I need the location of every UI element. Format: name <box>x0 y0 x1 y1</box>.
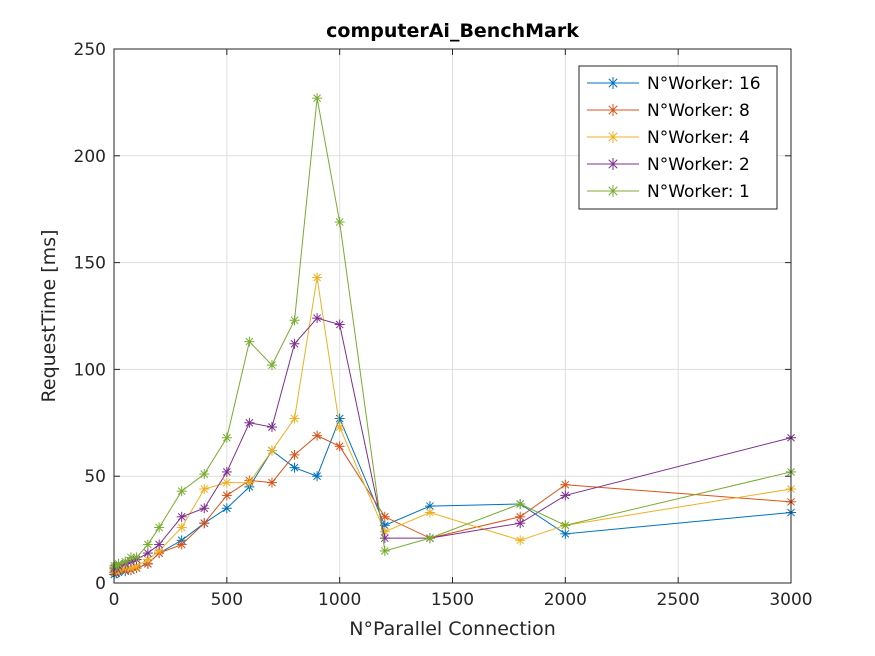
y-tick-label: 100 <box>74 360 106 380</box>
data-point-marker <box>176 511 187 522</box>
legend-marker <box>607 158 619 170</box>
x-axis-label: N°Parallel Connection <box>349 618 556 640</box>
x-tick-label: 1500 <box>431 590 474 610</box>
legend-marker <box>607 77 619 89</box>
data-point-marker <box>424 533 435 544</box>
data-point-marker <box>176 539 187 550</box>
data-point-marker <box>154 522 165 533</box>
data-point-marker <box>113 558 124 569</box>
data-point-marker <box>244 336 255 347</box>
data-point-marker <box>120 556 131 567</box>
data-point-marker <box>379 511 390 522</box>
legend-marker <box>607 185 619 197</box>
data-point-marker <box>312 471 323 482</box>
data-point-marker <box>221 477 232 488</box>
data-point-marker <box>334 441 345 452</box>
x-tick-label: 2000 <box>544 590 587 610</box>
legend-entry: N°Worker: 8 <box>587 101 750 121</box>
legend: N°Worker: 16 N°Worker: 8 N°Worker: 4 N°Work… <box>578 65 778 210</box>
data-point-marker <box>199 484 210 495</box>
chart-title: computerAi_BenchMark <box>326 20 579 42</box>
y-tick-label: 0 <box>95 574 106 594</box>
data-point-marker <box>289 462 300 473</box>
data-point-marker <box>221 466 232 477</box>
data-point-marker <box>221 503 232 514</box>
data-point-marker <box>424 507 435 518</box>
x-tick-label: 2500 <box>657 590 700 610</box>
data-point-marker <box>379 545 390 556</box>
data-point-marker <box>199 518 210 529</box>
x-tick-label: 3000 <box>769 590 812 610</box>
data-point-marker <box>312 313 323 324</box>
data-point-marker <box>515 535 526 546</box>
data-point-marker <box>289 338 300 349</box>
data-point-marker <box>515 518 526 529</box>
data-point-marker <box>312 272 323 283</box>
data-point-marker <box>560 520 571 531</box>
data-point-marker <box>379 533 390 544</box>
legend-entry: N°Worker: 2 <box>587 155 750 175</box>
legend-label: N°Worker: 4 <box>647 128 750 148</box>
data-point-marker <box>334 422 345 433</box>
data-point-marker <box>266 422 277 433</box>
y-axis-label: RequestTime [ms] <box>38 230 60 403</box>
data-point-marker <box>312 430 323 441</box>
y-tick-label: 200 <box>74 147 106 167</box>
data-point-marker <box>560 479 571 490</box>
data-point-marker <box>289 449 300 460</box>
legend-marker <box>607 104 619 116</box>
data-point-marker <box>515 498 526 509</box>
data-point-marker <box>131 552 142 563</box>
y-tick-label: 150 <box>74 254 106 274</box>
legend-entry: N°Worker: 4 <box>587 128 750 148</box>
legend-label: N°Worker: 1 <box>647 182 750 202</box>
legend-marker <box>607 131 619 143</box>
series-layer <box>109 93 796 580</box>
data-point-marker <box>266 360 277 371</box>
data-point-marker <box>244 417 255 428</box>
data-point-marker <box>334 319 345 330</box>
data-point-marker <box>199 469 210 480</box>
legend-label: N°Worker: 2 <box>647 155 750 175</box>
data-point-marker <box>334 217 345 228</box>
data-point-marker <box>176 486 187 497</box>
x-tick-label: 0 <box>109 590 120 610</box>
data-point-marker <box>221 490 232 501</box>
legend-entry: N°Worker: 16 <box>587 74 761 94</box>
legend-label: N°Worker: 8 <box>647 101 750 121</box>
data-point-marker <box>560 528 571 539</box>
data-point-marker <box>199 503 210 514</box>
series-worker-3 <box>109 313 796 574</box>
data-point-marker <box>266 445 277 456</box>
data-point-marker <box>142 548 153 559</box>
data-point-marker <box>266 477 277 488</box>
data-point-marker <box>176 522 187 533</box>
y-tick-label: 250 <box>74 40 106 60</box>
data-point-marker <box>244 477 255 488</box>
legend-entry: N°Worker: 1 <box>587 182 750 202</box>
data-point-marker <box>154 539 165 550</box>
x-tick-label: 1000 <box>318 590 361 610</box>
data-point-marker <box>221 432 232 443</box>
x-tick-label: 500 <box>211 590 243 610</box>
data-point-marker <box>289 413 300 424</box>
data-point-marker <box>125 552 136 563</box>
ticks: 0 500 1000 1500 2000 2500 3000 0 50 100 150 200 250 <box>74 40 813 610</box>
data-point-marker <box>312 93 323 104</box>
legend-label: N°Worker: 16 <box>647 74 761 94</box>
series-worker-4 <box>109 93 796 571</box>
y-tick-label: 50 <box>84 467 106 487</box>
data-point-marker <box>142 539 153 550</box>
data-point-marker <box>289 315 300 326</box>
data-point-marker <box>334 413 345 424</box>
data-point-marker <box>560 490 571 501</box>
